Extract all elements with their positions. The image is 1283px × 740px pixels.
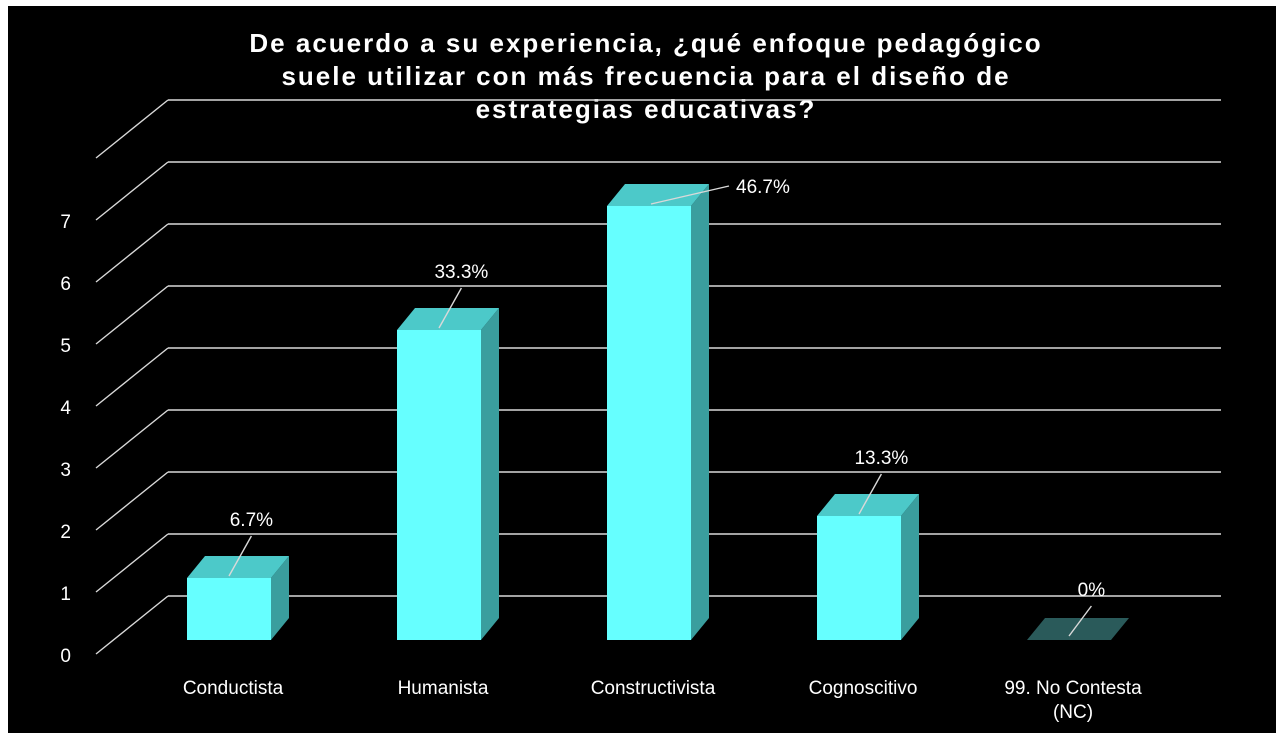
bar-top (1027, 618, 1129, 640)
gridline-diagonal (95, 533, 169, 593)
x-category-label: Humanista (398, 678, 489, 699)
leader-line (228, 535, 253, 577)
leader-line (1068, 605, 1092, 637)
bars (187, 184, 1129, 640)
leader-line (650, 185, 730, 205)
gridline-diagonal (95, 99, 169, 159)
bar-top (607, 184, 709, 206)
data-label: 33.3% (434, 262, 488, 283)
chart-title-line: estrategias educativas? (476, 94, 817, 124)
bar-side (691, 184, 709, 640)
bar-top (187, 556, 289, 578)
bar-side (271, 556, 289, 640)
bar-side (481, 308, 499, 640)
gridline-diagonal (95, 223, 169, 283)
bar-front (817, 516, 901, 640)
gridline-diagonal (95, 285, 169, 345)
x-axis: Conductista Humanista Constructivista Cogno… (183, 678, 1142, 723)
data-label: 6.7% (230, 510, 273, 531)
leader-line (858, 473, 883, 515)
bar-front (607, 206, 691, 640)
bar-side (901, 494, 919, 640)
data-labels: 6.7% 33.3% 46.7% 13.3% 0% (228, 177, 1106, 637)
bar-humanista (397, 308, 499, 640)
y-tick-label: 7 (60, 212, 71, 233)
y-tick-label: 3 (60, 460, 71, 481)
bar-constructivista (607, 184, 709, 640)
y-tick-label: 6 (60, 274, 71, 295)
data-label: 13.3% (854, 448, 908, 469)
gridline-diagonal (95, 161, 169, 221)
bar-chart: De acuerdo a su experiencia, ¿qué enfoqu… (60, 28, 1221, 723)
chart-title-line: De acuerdo a su experiencia, ¿qué enfoqu… (249, 28, 1042, 58)
data-label: 0% (1078, 580, 1106, 601)
bar-front (187, 578, 271, 640)
chart-title-line: suele utilizar con más frecuencia para e… (281, 61, 1010, 91)
y-tick-label: 1 (60, 584, 71, 605)
bar-front (397, 330, 481, 640)
bar-99-no-contesta-nc- (1027, 618, 1129, 640)
leader-line (438, 287, 463, 329)
data-label: 46.7% (736, 177, 790, 198)
y-tick-label: 0 (60, 646, 71, 667)
bar-top (817, 494, 919, 516)
chart-title: De acuerdo a su experiencia, ¿qué enfoqu… (249, 28, 1042, 124)
bar-top (397, 308, 499, 330)
x-category-label: (NC) (1053, 702, 1093, 723)
x-category-label: Constructivista (591, 678, 716, 699)
bar-cognoscitivo (817, 494, 919, 640)
x-category-label: Conductista (183, 678, 284, 699)
y-tick-label: 2 (60, 522, 71, 543)
gridline-diagonal (95, 409, 169, 469)
x-category-label: 99. No Contesta (1004, 678, 1142, 699)
y-tick-label: 4 (60, 398, 71, 419)
chart-area: De acuerdo a su experiencia, ¿qué enfoqu… (8, 6, 1276, 733)
gridline-diagonal (95, 347, 169, 407)
bar-conductista (187, 556, 289, 640)
x-category-label: Cognoscitivo (809, 678, 918, 699)
gridline-diagonal (95, 595, 169, 655)
y-tick-label: 5 (60, 336, 71, 357)
gridline-diagonal (95, 471, 169, 531)
y-axis: 0 1 2 3 4 5 6 7 (60, 212, 71, 667)
